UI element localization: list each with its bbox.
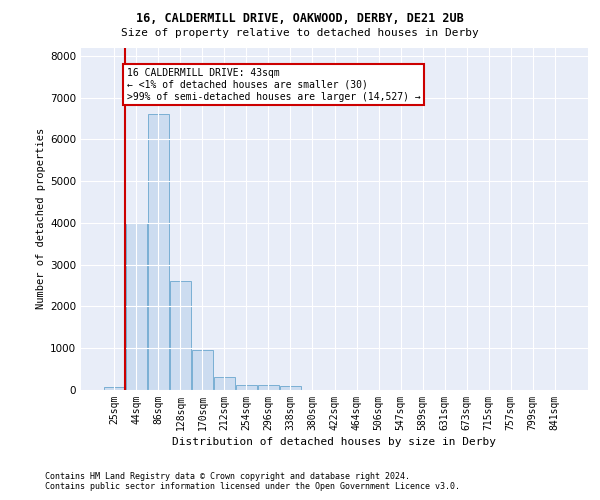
Bar: [148, 114, 169, 390]
Bar: [170, 282, 191, 390]
Y-axis label: Number of detached properties: Number of detached properties: [36, 128, 46, 310]
X-axis label: Distribution of detached houses by size in Derby: Distribution of detached houses by size …: [173, 437, 497, 447]
Bar: [192, 350, 213, 390]
Bar: [104, 386, 125, 390]
Text: Contains HM Land Registry data © Crown copyright and database right 2024.: Contains HM Land Registry data © Crown c…: [45, 472, 410, 481]
Text: Contains public sector information licensed under the Open Government Licence v3: Contains public sector information licen…: [45, 482, 460, 491]
Text: 16 CALDERMILL DRIVE: 43sqm
← <1% of detached houses are smaller (30)
>99% of sem: 16 CALDERMILL DRIVE: 43sqm ← <1% of deta…: [127, 68, 421, 102]
Bar: [236, 384, 257, 390]
Text: Size of property relative to detached houses in Derby: Size of property relative to detached ho…: [121, 28, 479, 38]
Text: 16, CALDERMILL DRIVE, OAKWOOD, DERBY, DE21 2UB: 16, CALDERMILL DRIVE, OAKWOOD, DERBY, DE…: [136, 12, 464, 26]
Bar: [214, 377, 235, 390]
Bar: [258, 386, 279, 390]
Bar: [126, 223, 147, 390]
Bar: [280, 386, 301, 390]
